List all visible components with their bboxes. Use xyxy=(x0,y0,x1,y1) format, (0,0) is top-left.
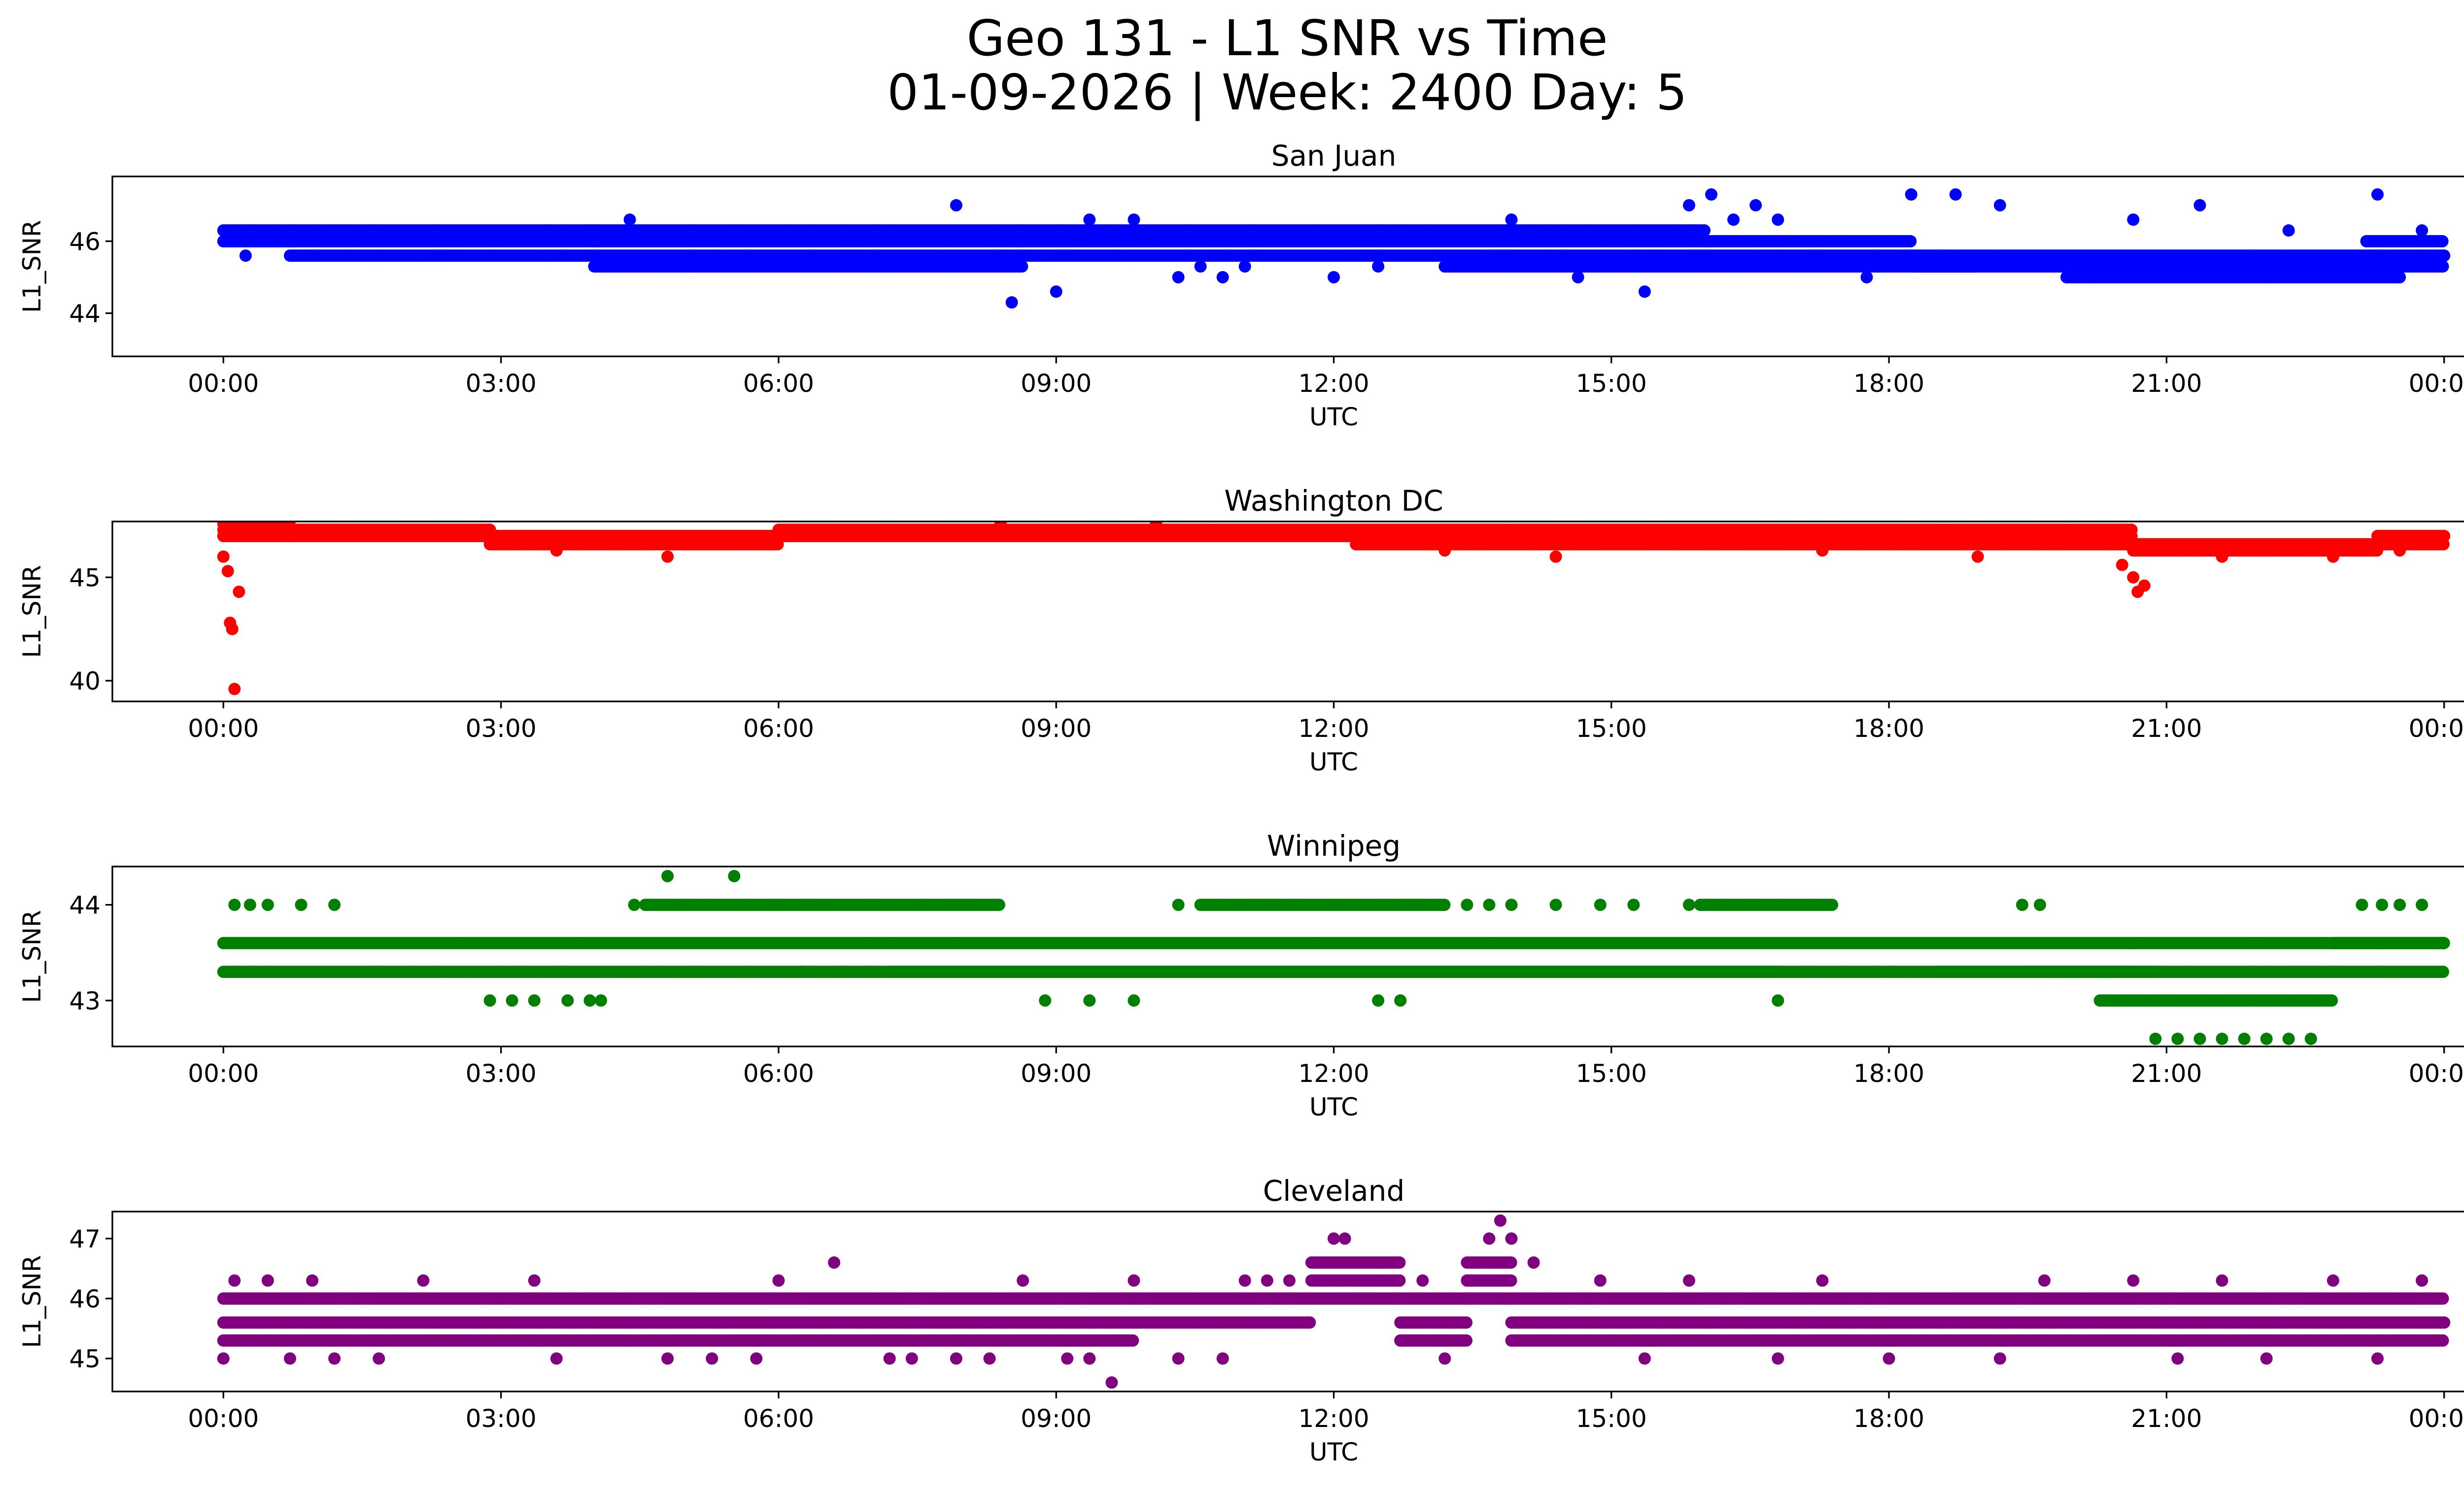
x-axis-label: UTC xyxy=(1309,403,1358,431)
data-point xyxy=(1328,271,1340,283)
data-point xyxy=(1505,213,1518,226)
data-point xyxy=(1372,260,1385,273)
data-point xyxy=(1749,199,1762,211)
data-point xyxy=(1949,188,1962,201)
data-point xyxy=(1772,213,1784,226)
data-point xyxy=(1816,260,1829,273)
data-point xyxy=(661,260,674,273)
panel-title: Washington DC xyxy=(1224,484,1443,518)
data-point xyxy=(1970,260,1983,273)
data-point xyxy=(623,213,636,226)
data-point xyxy=(1083,213,1096,226)
x-tick-label: 00:00 xyxy=(188,369,259,398)
data-point xyxy=(2038,260,2051,273)
x-tick-label: 03:00 xyxy=(466,369,537,398)
data-point xyxy=(2416,224,2429,237)
chart-title: Geo 131 - L1 SNR vs Time xyxy=(967,9,1608,67)
x-tick-label: 00:00 xyxy=(2409,369,2464,398)
x-tick-label: 09:00 xyxy=(1021,369,1092,398)
x-tick-label: 21:00 xyxy=(2131,369,2202,398)
data-point xyxy=(684,260,696,273)
panel-title: San Juan xyxy=(1271,139,1397,173)
panel-san-juan: San Juan 00:00 03:00 06:00 09:00 12:00 15:00 18… xyxy=(18,139,2464,431)
data-point xyxy=(2436,260,2449,273)
data-point xyxy=(2371,188,2384,201)
data-point xyxy=(2149,260,2162,273)
data-point xyxy=(539,224,552,237)
y-tick-label: 46 xyxy=(69,227,101,256)
data-point xyxy=(2127,213,2140,226)
data-point xyxy=(1727,213,1740,226)
data-point xyxy=(2260,271,2273,283)
data-point xyxy=(1050,285,1062,298)
data-point xyxy=(1638,285,1651,298)
panels-container: San Juan 00:00 03:00 06:00 09:00 12:00 15:00 18… xyxy=(18,139,2464,1466)
data-point xyxy=(1904,235,1917,247)
data-point xyxy=(2083,271,2095,283)
y-axis-label: L1_SNR xyxy=(18,220,46,313)
data-point xyxy=(2282,224,2295,237)
data-point xyxy=(1572,271,1584,283)
data-point xyxy=(1860,271,1873,283)
data-point xyxy=(1216,271,1229,283)
data-point xyxy=(1238,260,1251,273)
data-point xyxy=(2394,271,2406,283)
data-point xyxy=(1005,296,1018,309)
data-point xyxy=(1905,188,1917,201)
data-point xyxy=(1705,188,1718,201)
data-points xyxy=(217,188,2451,309)
data-point xyxy=(1683,199,1695,211)
data-point xyxy=(1549,260,1562,273)
y-tick-label: 44 xyxy=(69,299,101,328)
data-point xyxy=(1194,260,1207,273)
data-point xyxy=(1172,271,1185,283)
data-point xyxy=(2193,199,2206,211)
data-point xyxy=(1698,224,1711,237)
data-point xyxy=(1993,199,2006,211)
data-point xyxy=(950,199,962,211)
x-tick-label: 18:00 xyxy=(1853,369,1924,398)
data-point xyxy=(579,224,592,237)
chart-subtitle: 01-09-2026 | Week: 2400 Day: 5 xyxy=(887,64,1687,121)
data-point xyxy=(2327,260,2339,273)
data-point xyxy=(239,249,252,262)
x-tick-label: 06:00 xyxy=(743,369,814,398)
data-point xyxy=(2436,235,2449,247)
data-point xyxy=(1016,260,1028,273)
data-point xyxy=(2438,249,2451,262)
x-tick-label: 12:00 xyxy=(1298,369,1369,398)
data-points xyxy=(217,522,2451,695)
x-tick-label: 15:00 xyxy=(1576,369,1647,398)
data-point xyxy=(1128,213,1140,226)
data-point xyxy=(439,249,452,262)
